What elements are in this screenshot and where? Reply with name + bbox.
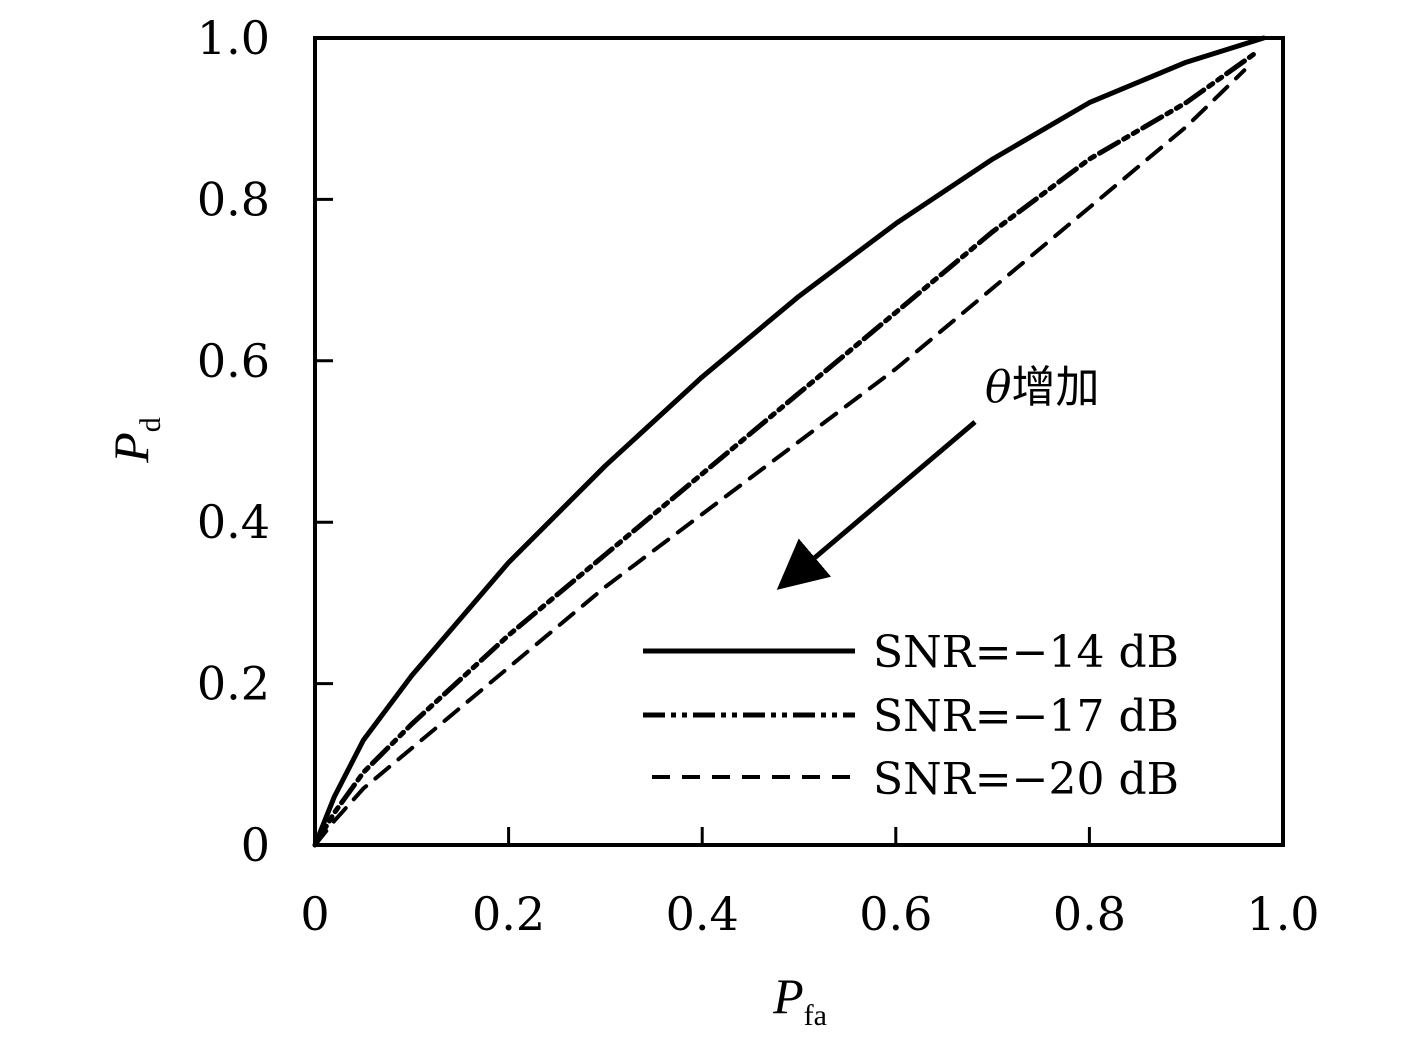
annotation-arrow	[776, 420, 977, 590]
legend: SNR=−14 dB SNR=−17 dB SNR=−20 dB	[643, 627, 1179, 805]
plot-frame	[313, 36, 1285, 847]
legend-label-snr-17: SNR=−17 dB	[873, 691, 1179, 742]
series-lines	[312, 35, 1267, 848]
y-tick-label: 1.0	[197, 11, 270, 65]
series-line-1	[312, 35, 1267, 848]
x-tick-label: 0.2	[472, 887, 545, 941]
x-tick-label: 0.4	[666, 887, 739, 941]
annotation-label: θ增加	[985, 362, 1100, 413]
y-axis-title: Pd	[103, 417, 167, 464]
series-line-3	[313, 68, 1247, 847]
x-tick-label: 1.0	[1246, 887, 1319, 941]
y-tick-label: 0.6	[197, 334, 270, 388]
y-tick-label: 0	[241, 818, 270, 872]
legend-label-snr-20: SNR=−20 dB	[873, 754, 1179, 805]
x-tick-label: 0	[300, 887, 329, 941]
legend-label-snr-14: SNR=−14 dB	[873, 627, 1179, 678]
y-tick-label: 0.8	[197, 172, 270, 226]
y-axis-ticks: 0 0.2 0.4 0.6 0.8 1.0	[197, 11, 333, 872]
x-axis-title: Pfa	[772, 968, 827, 1032]
x-axis-ticks: 0 0.2 0.4 0.6 0.8 1.0	[300, 827, 1320, 941]
y-tick-label: 0.2	[197, 657, 270, 711]
y-tick-label: 0.4	[197, 495, 270, 549]
x-tick-label: 0.6	[859, 887, 932, 941]
series-line-2	[312, 51, 1257, 848]
x-tick-label: 0.8	[1053, 887, 1126, 941]
